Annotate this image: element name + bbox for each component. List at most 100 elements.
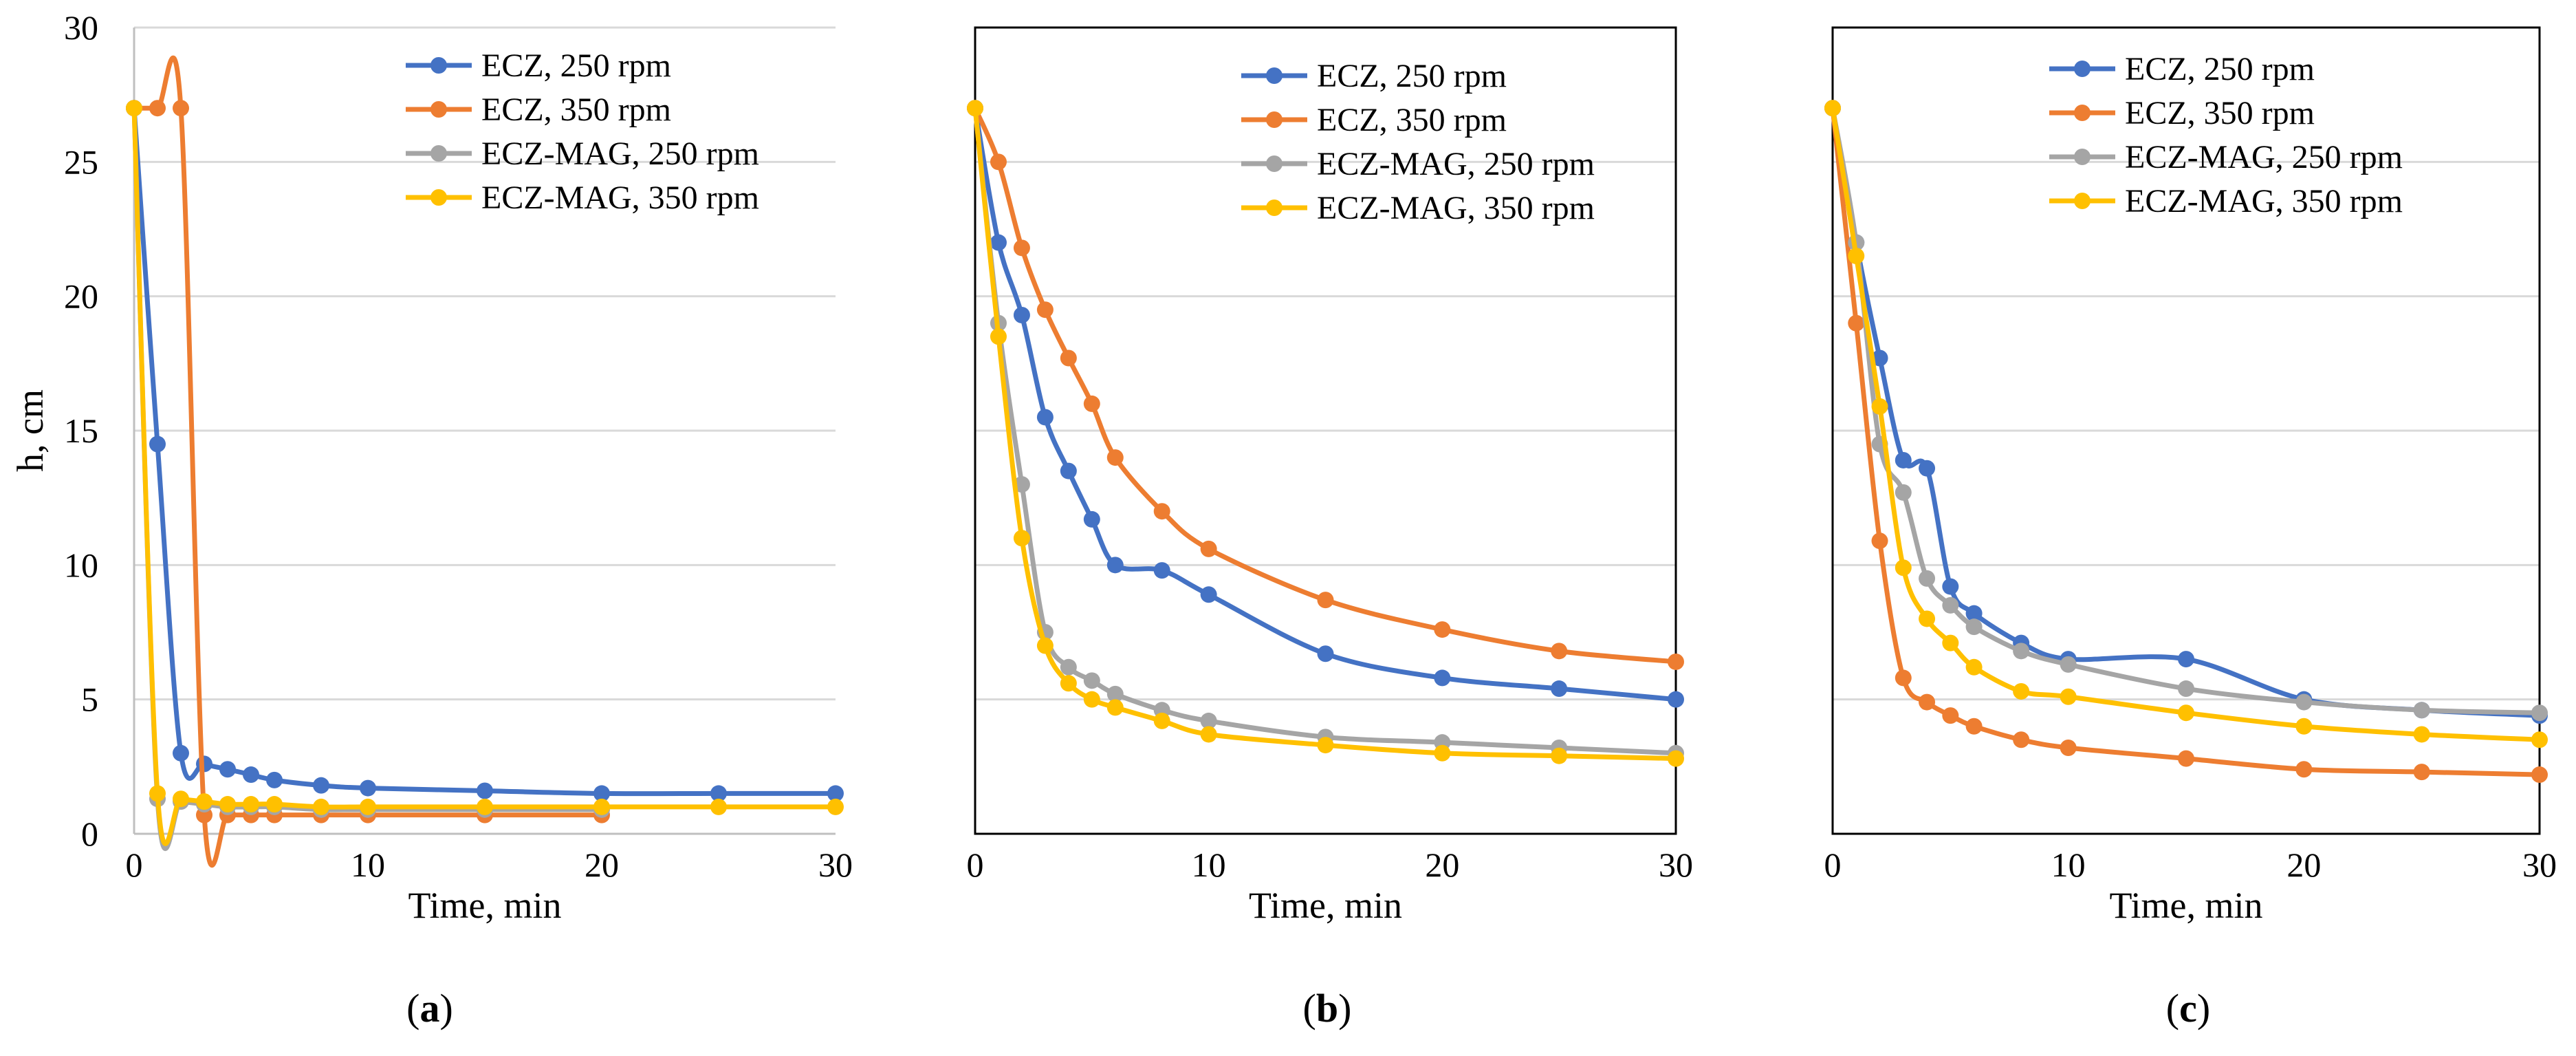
legend-label: ECZ, 350 rpm bbox=[1317, 102, 1507, 138]
data-point bbox=[173, 744, 189, 762]
legend-marker bbox=[1266, 155, 1282, 172]
data-point bbox=[1013, 307, 1030, 324]
data-point bbox=[593, 785, 610, 802]
data-point bbox=[1200, 726, 1217, 743]
plot-frame bbox=[974, 26, 1677, 835]
data-point bbox=[1434, 669, 1451, 687]
x-tick-label: 20 bbox=[2286, 845, 2321, 884]
data-point bbox=[149, 785, 166, 802]
series-line-4 bbox=[131, 105, 838, 846]
panel-caption: (a) bbox=[406, 986, 453, 1031]
legend-marker bbox=[430, 57, 447, 74]
data-point bbox=[360, 798, 376, 815]
legend-label: ECZ, 350 rpm bbox=[2125, 95, 2315, 131]
data-point bbox=[1083, 672, 1100, 689]
legend-label: ECZ, 250 rpm bbox=[481, 47, 671, 84]
data-point bbox=[1200, 712, 1217, 729]
data-point bbox=[1895, 451, 1912, 468]
y-tick-label: 25 bbox=[64, 142, 98, 181]
data-point bbox=[2060, 656, 2077, 673]
data-point bbox=[1871, 349, 1888, 367]
data-point bbox=[1013, 530, 1030, 547]
data-point bbox=[1060, 462, 1077, 479]
x-tick-label: 10 bbox=[2051, 845, 2086, 884]
legend-label: ECZ-MAG, 350 rpm bbox=[2125, 183, 2403, 219]
data-point bbox=[1060, 349, 1077, 367]
data-point bbox=[1200, 586, 1217, 603]
data-point bbox=[710, 785, 727, 802]
data-point bbox=[1551, 747, 1568, 764]
data-point bbox=[1895, 559, 1912, 577]
data-point bbox=[173, 790, 189, 808]
x-tick-label: 0 bbox=[967, 845, 984, 884]
legend-label: ECZ-MAG, 350 rpm bbox=[1317, 190, 1595, 226]
panel-caption: (b) bbox=[1303, 986, 1352, 1031]
data-point bbox=[1013, 239, 1030, 257]
data-point bbox=[1083, 510, 1100, 528]
data-point bbox=[1106, 557, 1124, 574]
data-point bbox=[243, 796, 259, 813]
data-point bbox=[1965, 618, 1983, 636]
data-point bbox=[2178, 704, 2194, 722]
data-point bbox=[1153, 712, 1170, 729]
chart-panel-b: 0 10 20 30 Time, min ECZ, 250 rpm ECZ, 350 rpm… bbox=[967, 26, 1693, 1031]
legend-marker bbox=[2074, 61, 2091, 77]
legend-marker bbox=[2074, 193, 2091, 209]
data-point bbox=[1965, 605, 1983, 622]
data-point bbox=[1895, 669, 1912, 687]
y-tick-label: 15 bbox=[64, 411, 98, 450]
data-point bbox=[313, 777, 329, 794]
data-point bbox=[266, 771, 283, 788]
data-point bbox=[1036, 301, 1054, 319]
legend-label: ECZ-MAG, 250 rpm bbox=[1317, 146, 1595, 182]
panel-caption: (c) bbox=[2166, 986, 2210, 1031]
x-tick-label: 30 bbox=[1659, 845, 1693, 884]
legend-marker bbox=[1266, 111, 1282, 128]
x-tick-label: 20 bbox=[1425, 845, 1459, 884]
data-point bbox=[2295, 761, 2313, 778]
legend-label: ECZ-MAG, 350 rpm bbox=[481, 180, 759, 216]
x-tick-label: 10 bbox=[1192, 845, 1226, 884]
legend-marker bbox=[2074, 105, 2091, 121]
data-point bbox=[2531, 766, 2548, 784]
x-tick-label: 0 bbox=[1824, 845, 1842, 884]
data-point bbox=[1551, 680, 1568, 698]
data-point bbox=[1919, 460, 1936, 477]
series-line-3 bbox=[131, 105, 604, 851]
data-point bbox=[827, 785, 844, 802]
data-point bbox=[2013, 682, 2030, 700]
data-point bbox=[477, 798, 493, 815]
data-point bbox=[1871, 532, 1888, 550]
data-point bbox=[2295, 693, 2313, 711]
data-point bbox=[827, 798, 844, 815]
data-point bbox=[2531, 704, 2548, 722]
data-point bbox=[219, 761, 236, 778]
data-point bbox=[2060, 739, 2077, 756]
data-point bbox=[593, 798, 610, 815]
data-point bbox=[1434, 744, 1451, 762]
y-tick-label: 0 bbox=[81, 815, 98, 853]
legend-label: ECZ, 250 rpm bbox=[2125, 51, 2315, 87]
series-line-2 bbox=[131, 55, 604, 868]
data-point bbox=[1317, 645, 1334, 662]
data-point bbox=[1317, 737, 1334, 754]
y-tick-label: 20 bbox=[64, 277, 98, 316]
legend-label: ECZ-MAG, 250 rpm bbox=[2125, 139, 2403, 175]
data-point bbox=[1106, 449, 1124, 466]
data-point bbox=[990, 234, 1007, 251]
x-axis-label: Time, min bbox=[408, 885, 561, 926]
data-point bbox=[2013, 731, 2030, 748]
data-point bbox=[2413, 764, 2430, 781]
chart-panel-a: 0 10 20 30 0 5 10 15 20 25 30 h, cm Time, min ECZ, 25… bbox=[10, 8, 853, 1031]
data-point bbox=[1668, 653, 1684, 670]
data-point bbox=[967, 100, 983, 117]
legend-marker bbox=[1266, 67, 1282, 84]
data-point bbox=[196, 793, 212, 810]
legend-label: ECZ-MAG, 250 rpm bbox=[481, 136, 759, 172]
x-tick-label: 30 bbox=[2522, 845, 2557, 884]
data-point bbox=[219, 796, 236, 813]
data-point bbox=[360, 779, 376, 797]
data-point bbox=[1848, 314, 1865, 332]
data-point bbox=[149, 435, 166, 453]
